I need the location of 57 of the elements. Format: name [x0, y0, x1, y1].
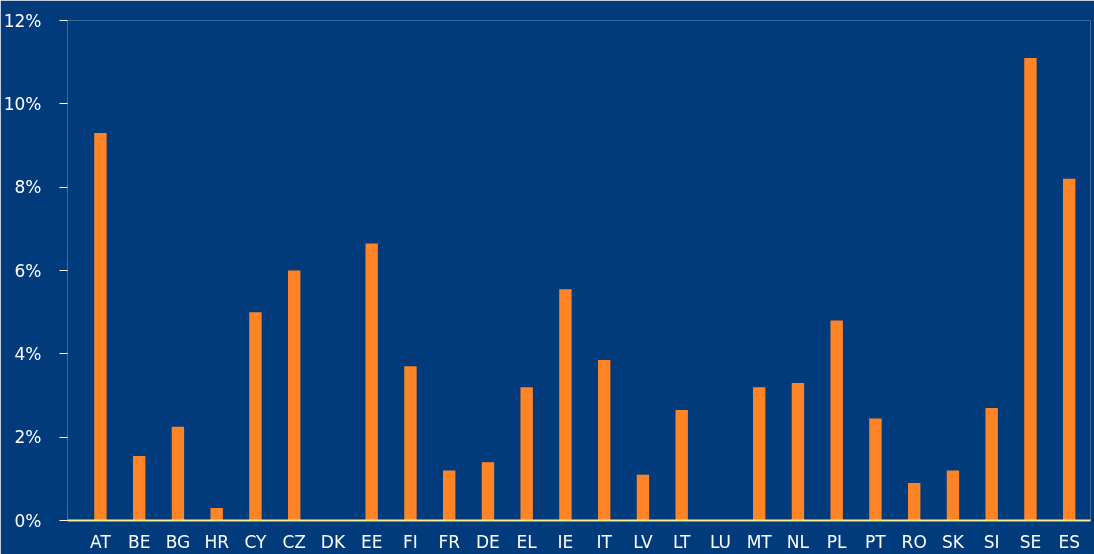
bar: [636, 474, 650, 521]
x-tick-label: IT: [596, 531, 613, 552]
x-tick-label: EL: [516, 531, 538, 552]
x-tick-label: IE: [557, 531, 574, 552]
bar: [675, 410, 688, 521]
x-tick-label: SI: [983, 531, 1000, 552]
x-tick-label: LT: [672, 531, 692, 552]
x-tick-label: BG: [165, 531, 191, 552]
bar: [249, 312, 262, 521]
bar: [830, 320, 843, 521]
bar: [481, 462, 495, 521]
x-tick-label: NL: [786, 531, 810, 552]
y-tick-label: 2%: [14, 427, 42, 448]
bar: [520, 387, 533, 521]
bar: [985, 408, 998, 521]
x-tick-label: EE: [360, 531, 383, 552]
bar: [559, 289, 572, 521]
bar: [442, 470, 456, 521]
bar: [1024, 58, 1037, 521]
x-tick-label: SK: [941, 531, 965, 552]
bar: [132, 455, 146, 521]
bar: [210, 508, 223, 521]
x-tick-label: CZ: [282, 531, 306, 552]
x-tick-label: BE: [127, 531, 151, 552]
bar: [791, 383, 805, 521]
x-tick-label: HR: [204, 531, 230, 552]
x-tick-label: FR: [438, 531, 461, 552]
y-tick-label: 10%: [3, 93, 42, 114]
bar: [1062, 178, 1076, 521]
bar: [907, 483, 921, 521]
x-tick-label: AT: [90, 531, 112, 552]
x-tick-label: ES: [1058, 531, 1080, 552]
bar: [752, 387, 766, 521]
x-tick-label: MT: [746, 531, 773, 552]
x-tick-label: SE: [1019, 531, 1042, 552]
bar: [869, 418, 882, 521]
bar: [171, 426, 185, 521]
y-tick-label: 0%: [14, 510, 42, 531]
x-tick-label: DK: [320, 531, 346, 552]
y-tick-label: 6%: [14, 260, 42, 281]
bar: [94, 133, 107, 521]
bar: [597, 360, 611, 521]
bar: [287, 270, 301, 521]
x-tick-label: RO: [901, 531, 927, 552]
y-tick-label: 8%: [14, 177, 42, 198]
x-tick-label: PT: [865, 531, 887, 552]
x-tick-label: LU: [709, 531, 731, 552]
x-tick-label: DE: [476, 531, 500, 552]
x-tick-label: FI: [403, 531, 418, 552]
bar: [365, 243, 378, 521]
bar: [404, 366, 417, 521]
y-tick-label: 4%: [14, 343, 42, 364]
bar: [946, 470, 960, 521]
x-tick-label: PL: [826, 531, 848, 552]
y-tick-label: 12%: [3, 10, 42, 31]
x-tick-label: CY: [244, 531, 268, 552]
x-tick-label: LV: [633, 531, 653, 552]
